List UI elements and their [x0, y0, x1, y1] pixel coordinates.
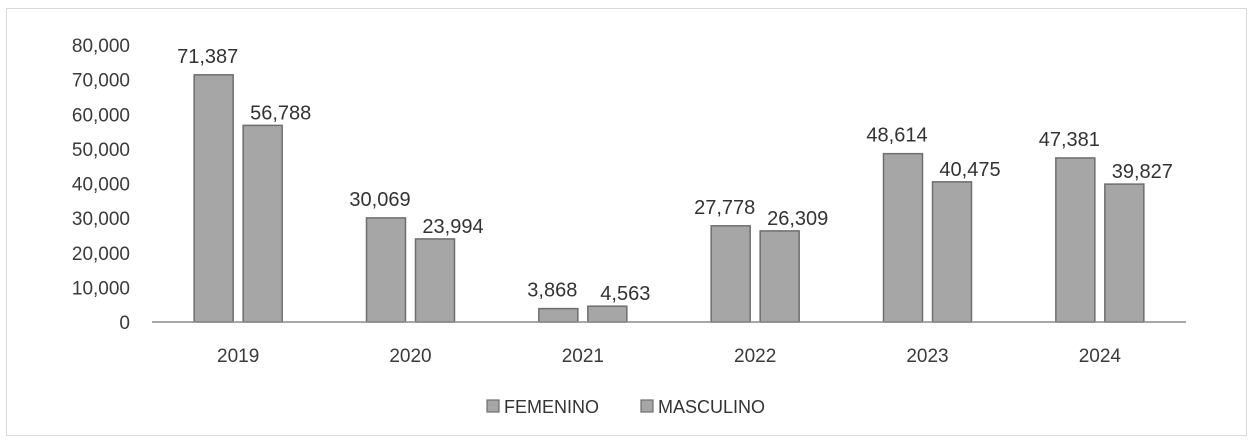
x-category-label: 2019: [217, 346, 259, 367]
data-label-masculino-2019: 56,788: [250, 102, 311, 124]
bar-femenino-2019: [193, 74, 234, 323]
x-category-label: 2024: [1079, 346, 1122, 367]
data-label-masculino-2022: 26,309: [767, 208, 828, 230]
y-tick-label: 70,000: [72, 71, 130, 92]
data-label-femenino-2023: 48,614: [866, 125, 927, 147]
data-label-masculino-2020: 23,994: [422, 216, 483, 238]
x-category-label: 2020: [389, 346, 431, 367]
y-tick-label: 10,000: [72, 278, 130, 299]
y-tick-label: 20,000: [72, 244, 130, 265]
bar-masculino-2023: [931, 181, 973, 323]
data-label-femenino-2019: 71,387: [177, 46, 238, 68]
bar-femenino-2023: [882, 152, 924, 323]
bar-femenino-2020: [365, 217, 407, 323]
y-tick-label: 50,000: [72, 140, 130, 161]
bar-femenino-2021: [538, 307, 579, 323]
data-label-femenino-2024: 47,381: [1039, 129, 1100, 151]
y-tick-label: 30,000: [72, 209, 130, 230]
bar-masculino-2019: [242, 124, 283, 323]
bar-masculino-2021: [587, 305, 628, 323]
data-label-femenino-2021: 3,868: [527, 280, 577, 302]
bar-masculino-2024: [1104, 183, 1145, 323]
data-label-femenino-2022: 27,778: [694, 197, 755, 219]
y-tick-label: 40,000: [72, 175, 130, 196]
bar-femenino-2024: [1055, 157, 1096, 323]
bars: [193, 74, 1145, 323]
data-label-masculino-2023: 40,475: [939, 159, 1000, 181]
x-category-label: 2022: [734, 346, 776, 367]
data-label-femenino-2020: 30,069: [349, 189, 410, 211]
legend-swatch-femenino: [486, 399, 500, 413]
bar-masculino-2020: [414, 238, 456, 323]
legend-label-femenino: FEMENINO: [504, 397, 599, 417]
y-tick-label: 80,000: [72, 36, 130, 57]
y-axis-ticks: 0 10,000 20,000 30,000 40,000 50,000 60,000 70,…: [72, 36, 130, 334]
x-axis-categories: 2019 2020 2021 2022 2023 2024: [217, 346, 1121, 367]
data-label-masculino-2021: 4,563: [600, 283, 650, 305]
legend: FEMENINO MASCULINO: [486, 397, 765, 417]
bar-femenino-2022: [710, 225, 751, 323]
legend-label-masculino: MASCULINO: [658, 397, 765, 417]
y-tick-label: 60,000: [72, 105, 130, 126]
data-labels: 71,387 56,788 30,069 23,994 3,868 4,563 27,778…: [177, 46, 1173, 305]
x-category-label: 2023: [906, 346, 948, 367]
bar-masculino-2022: [759, 230, 800, 323]
data-label-masculino-2024: 39,827: [1112, 161, 1173, 183]
legend-swatch-masculino: [640, 399, 654, 413]
y-tick-label: 0: [119, 313, 130, 334]
x-category-label: 2021: [562, 346, 604, 367]
